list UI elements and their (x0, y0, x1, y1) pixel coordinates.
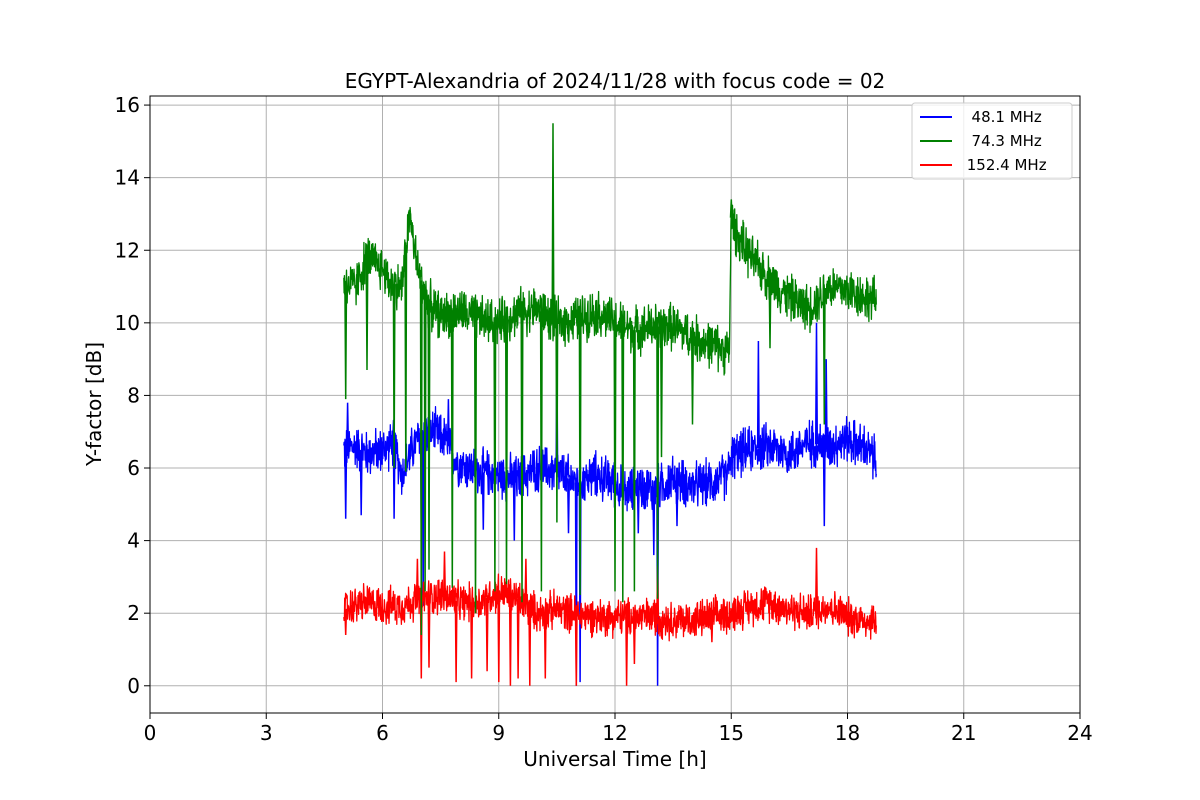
legend-label-48mhz: 48.1 MHz (962, 108, 1042, 126)
series-spike-74mhz (729, 199, 733, 218)
y-tick-label: 2 (127, 601, 140, 625)
y-tick-label: 4 (127, 529, 140, 553)
series-spike-48mhz (359, 449, 363, 516)
y-tick-label: 8 (127, 383, 140, 407)
series-spike-74mhz (504, 318, 509, 585)
x-tick-label: 3 (260, 721, 273, 745)
y-tick-label: 0 (127, 674, 140, 698)
series-spike-74mhz (656, 326, 660, 599)
series-spike-74mhz (659, 326, 664, 458)
series-spike-48mhz (346, 402, 350, 449)
x-tick-label: 0 (144, 721, 157, 745)
series-spike-74mhz (690, 337, 695, 425)
legend-box (911, 102, 1073, 180)
series-spike-48mhz (675, 480, 679, 527)
series-spike-48mhz (756, 340, 760, 449)
series-spike-152mhz (710, 616, 714, 643)
series-spike-74mhz (473, 317, 478, 614)
y-axis-label: Y-factor [dB] (82, 342, 106, 467)
series-spike-74mhz (613, 322, 617, 592)
series-spike-48mhz (814, 322, 819, 445)
x-tick-label: 9 (492, 721, 505, 745)
series-spike-152mhz (442, 551, 447, 597)
series-spike-74mhz (539, 311, 543, 592)
x-tick-label: 18 (835, 721, 860, 745)
series-line-152mhz (343, 573, 877, 642)
series-spike-152mhz (344, 608, 348, 636)
series-spike-152mhz (485, 597, 489, 672)
series-spike-74mhz (344, 283, 348, 400)
series-spike-152mhz (528, 607, 532, 686)
series-spike-48mhz (566, 478, 571, 534)
legend: 48.1 MHz 74.3 MHz 152.4 MHz (911, 102, 1073, 180)
series-spike-152mhz (625, 616, 629, 686)
y-axis: 0 2 4 6 8 10 12 14 16 (115, 93, 150, 698)
x-tick-label: 15 (719, 721, 744, 745)
legend-label-74mhz: 74.3 MHz (962, 132, 1042, 150)
series-spike-74mhz (493, 322, 497, 592)
series-spike-152mhz (814, 547, 819, 611)
series-spike-74mhz (520, 311, 524, 603)
series-line-74mhz (343, 204, 877, 376)
x-tick-label: 12 (602, 721, 627, 745)
series-spike-152mhz (524, 558, 528, 605)
series-spike-74mhz (822, 290, 826, 425)
series-spike-74mhz (551, 123, 555, 320)
series-spike-48mhz (481, 472, 485, 530)
series-layer (343, 123, 877, 686)
series-spike-48mhz (446, 399, 450, 447)
series-spike-74mhz (450, 313, 454, 588)
series-spike-74mhz (578, 317, 582, 596)
series-spike-74mhz (404, 250, 408, 472)
series-spike-74mhz (768, 279, 772, 349)
series-spike-74mhz (427, 304, 431, 570)
series-spike-152mhz (516, 598, 520, 679)
x-tick-label: 6 (376, 721, 389, 745)
series-spike-152mhz (543, 611, 547, 679)
series-spike-48mhz (824, 359, 828, 446)
y-tick-label: 14 (115, 166, 140, 190)
y-tick-label: 16 (115, 93, 140, 117)
x-tick-label: 24 (1067, 721, 1092, 745)
series-spike-152mhz (470, 602, 474, 679)
series-spike-152mhz (454, 600, 458, 683)
series-spike-74mhz (392, 284, 396, 469)
series-spike-74mhz (555, 322, 559, 523)
series-spike-48mhz (421, 434, 425, 606)
series-spike-74mhz (621, 325, 625, 603)
series-line-48mhz (343, 406, 877, 514)
chart-title: EGYPT-Alexandria of 2024/11/28 with focu… (345, 69, 886, 93)
series-spike-152mhz (574, 613, 578, 686)
series-spike-48mhz (512, 478, 516, 541)
y-tick-label: 10 (115, 311, 140, 335)
x-tick-label: 21 (951, 721, 976, 745)
series-spike-74mhz (419, 280, 423, 636)
series-spike-74mhz (423, 292, 427, 592)
series-spike-152mhz (632, 616, 636, 665)
legend-label-152mhz: 152.4 MHz (962, 156, 1047, 174)
series-spike-48mhz (822, 445, 826, 527)
series-spike-74mhz (632, 330, 636, 592)
series-spike-48mhz (636, 486, 640, 534)
x-axis: 0 3 6 9 12 15 18 21 24 (144, 713, 1093, 745)
y-tick-label: 6 (127, 456, 140, 480)
series-spike-152mhz (415, 558, 419, 601)
series-spike-152mhz (427, 597, 431, 668)
series-spike-152mhz (508, 595, 512, 686)
series-spike-152mhz (497, 591, 501, 683)
x-axis-label: Universal Time [h] (523, 747, 706, 771)
series-spike-48mhz (652, 489, 656, 556)
y-tick-label: 12 (115, 238, 140, 262)
series-spike-74mhz (365, 257, 369, 371)
series-spike-48mhz (344, 449, 348, 519)
